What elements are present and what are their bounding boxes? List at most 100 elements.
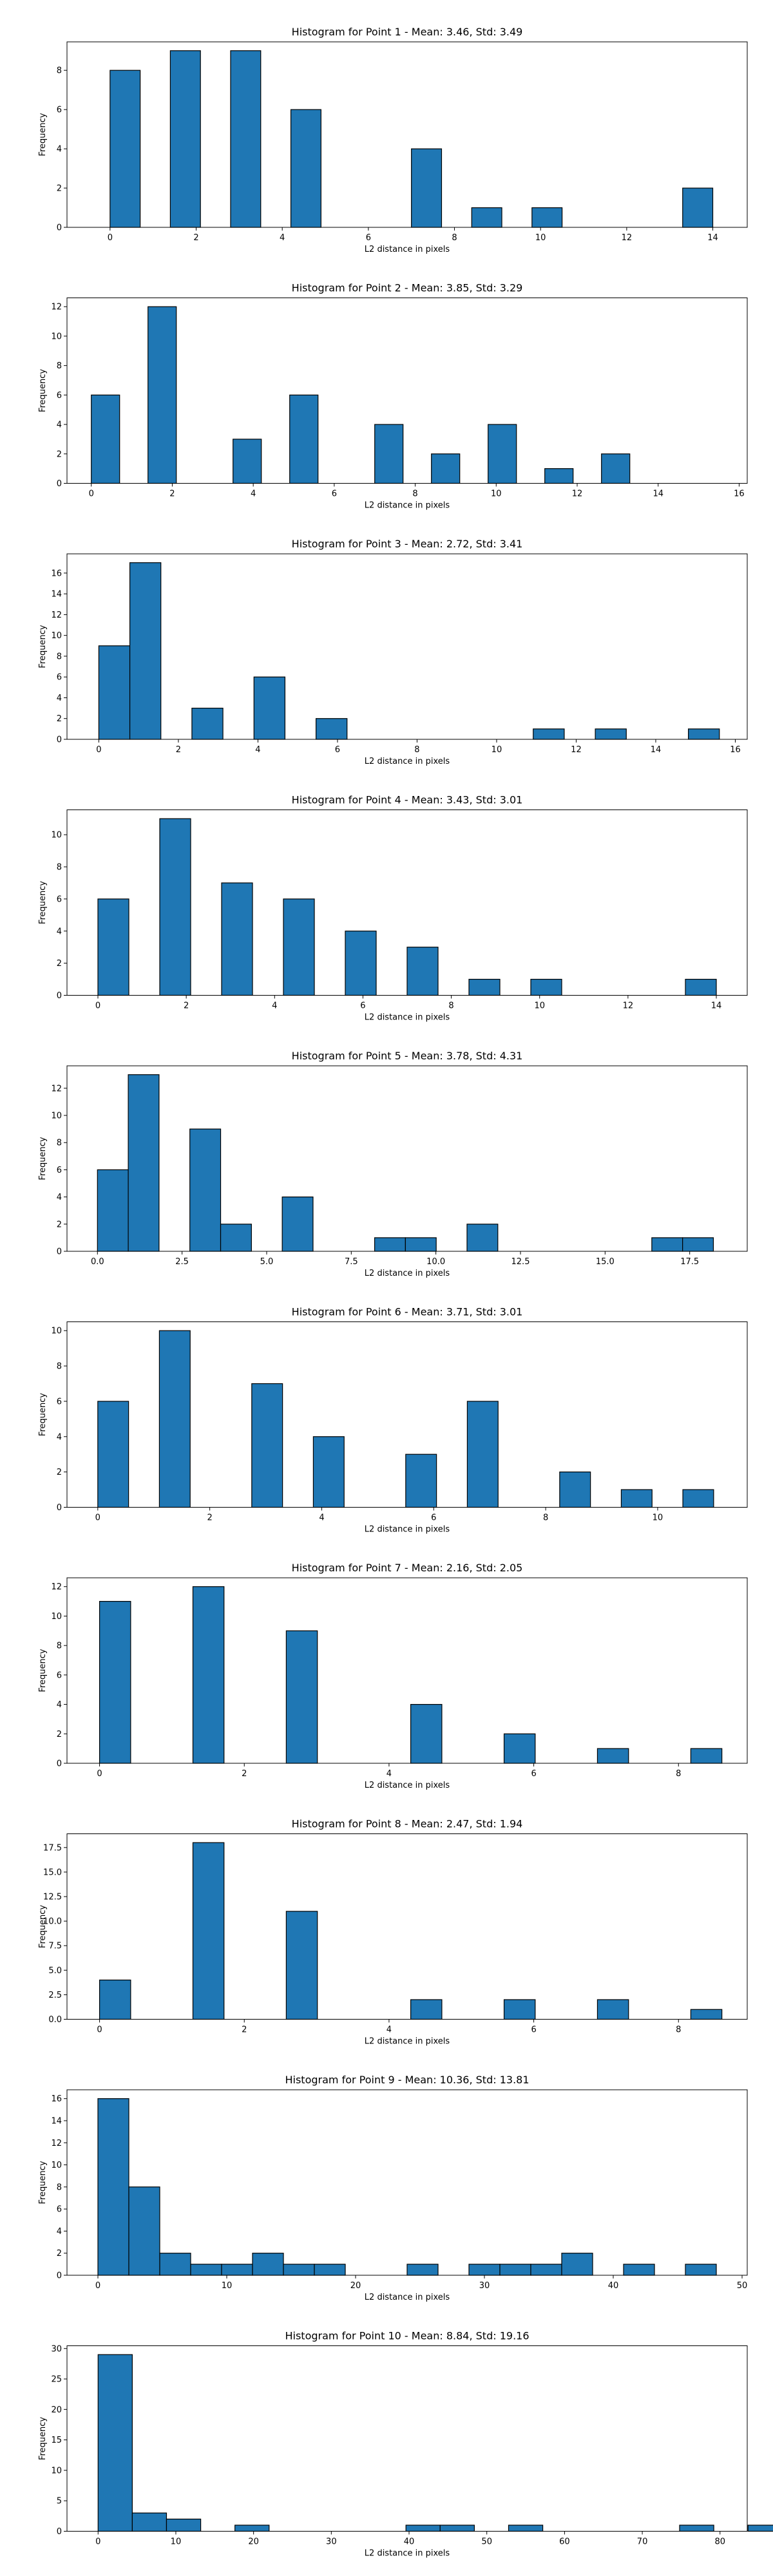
x-tick-label: 6 [531,2025,536,2035]
x-tick-label: 30 [479,2281,490,2291]
histogram-bar [290,109,321,228]
histogram-bar [192,1586,225,1764]
chart-title: Histogram for Point 1 - Mean: 3.46, Std:… [292,26,523,38]
y-tick-label: 4 [57,694,62,703]
histogram-bar [620,1489,653,1508]
x-tick-label: 4 [272,1001,277,1011]
x-tick-label: 15.0 [596,1257,615,1267]
histogram-bar [97,1401,129,1508]
y-tick-label: 4 [57,421,62,430]
y-tick-label: 4 [57,2227,62,2237]
x-tick-label: 5.0 [260,1257,274,1267]
x-tick-label: 80 [714,2537,725,2547]
histogram-bar [158,1330,191,1508]
axes-frame [66,41,748,228]
x-axis-label: L2 distance in pixels [365,245,450,254]
x-tick-label: 7.5 [345,1257,358,1267]
x-tick-label: 0 [97,2025,102,2035]
histogram-bar [596,1999,629,2020]
histogram-bar [97,2098,129,2276]
chart-title: Histogram for Point 9 - Mean: 10.36, Std… [285,2074,529,2086]
y-tick-label: 12 [51,1582,62,1592]
x-tick-label: 2.5 [175,1257,189,1267]
y-axis-label: Frequency [38,1905,48,1948]
chart-title: Histogram for Point 3 - Mean: 2.72, Std:… [292,538,523,550]
x-axis-label: L2 distance in pixels [365,1013,450,1023]
histogram-panel: Histogram for Point 2 - Mean: 3.85, Std:… [38,282,748,511]
histogram-bar [559,1472,591,1508]
axes-frame [66,1065,748,1252]
axes-frame [66,1577,748,1764]
x-tick-label: 8 [676,2025,681,2035]
x-tick-label: 4 [386,2025,392,2035]
x-tick-label: 10 [171,2537,182,2547]
histogram-bar [159,2253,191,2276]
x-tick-label: 4 [319,1513,324,1523]
histogram-bar [468,2264,501,2276]
y-tick-label: 10 [51,1112,62,1121]
y-axis-label: Frequency [38,2417,48,2460]
histogram-bar [192,1842,225,2020]
histogram-bar [159,818,191,996]
x-tick-label: 40 [404,2537,415,2547]
y-tick-label: 6 [57,1397,62,1406]
histogram-bar [110,70,141,228]
y-tick-label: 8 [57,652,62,661]
x-tick-label: 2 [242,2025,247,2035]
chart-title: Histogram for Point 7 - Mean: 2.16, Std:… [292,1562,523,1574]
y-tick-label: 8 [57,1139,62,1148]
x-tick-label: 20 [248,2537,259,2547]
x-tick-label: 0 [95,1001,100,1011]
histogram-bar [688,728,720,740]
x-tick-label: 0 [108,233,113,243]
y-tick-label: 0 [57,991,62,1001]
histogram-bar [233,439,262,484]
x-axis-label: L2 distance in pixels [365,1781,450,1790]
histogram-bar [97,2354,133,2532]
x-axis-label: L2 distance in pixels [365,1525,450,1535]
histogram-bar [99,1979,131,2020]
x-axis-label: L2 distance in pixels [365,501,450,511]
histogram-bar [471,207,502,228]
y-tick-label: 12.5 [43,1893,62,1902]
x-tick-label: 40 [608,2281,619,2291]
x-tick-label: 12 [622,233,633,243]
histogram-bar [623,2264,655,2276]
histogram-panel: Histogram for Point 6 - Mean: 3.71, Std:… [38,1306,748,1535]
x-tick-label: 4 [386,1769,392,1779]
y-tick-label: 10 [51,1327,62,1336]
histogram-bar [466,1401,499,1508]
y-axis-label: Frequency [38,369,48,412]
histogram-bar [374,1237,406,1252]
y-axis-label: Frequency [38,2161,48,2204]
y-tick-label: 8 [57,1362,62,1372]
histogram-bar [530,978,562,996]
x-tick-label: 0.0 [91,1257,104,1267]
x-axis-label: L2 distance in pixels [365,2037,450,2047]
x-tick-label: 8 [676,1769,681,1779]
histogram-bar [508,2524,544,2532]
x-tick-label: 2 [169,489,175,499]
x-tick-label: 8 [414,745,419,755]
histogram-bar [595,728,627,740]
y-tick-label: 14 [51,590,62,600]
y-tick-label: 0 [57,2271,62,2281]
histogram-bar [230,50,262,228]
x-axis-label: L2 distance in pixels [365,2549,450,2559]
histogram-bar [220,1224,252,1252]
y-tick-label: 2 [57,2249,62,2259]
histogram-panel: Histogram for Point 10 - Mean: 8.84, Std… [38,2330,773,2559]
histogram-bar [468,978,501,996]
histogram-bar [690,1748,723,1764]
x-tick-label: 6 [431,1513,436,1523]
y-tick-label: 10.0 [43,1917,62,1927]
y-tick-label: 16 [51,569,62,578]
y-axis-label: Frequency [38,881,48,924]
histogram-bar [596,1748,629,1764]
histogram-bar [439,2524,475,2532]
y-tick-label: 2 [57,1730,62,1739]
y-tick-label: 0.0 [48,2015,62,2025]
histogram-panel: Histogram for Point 1 - Mean: 3.46, Std:… [38,26,748,254]
x-tick-label: 12.5 [511,1257,530,1267]
histogram-bar [251,1383,283,1508]
